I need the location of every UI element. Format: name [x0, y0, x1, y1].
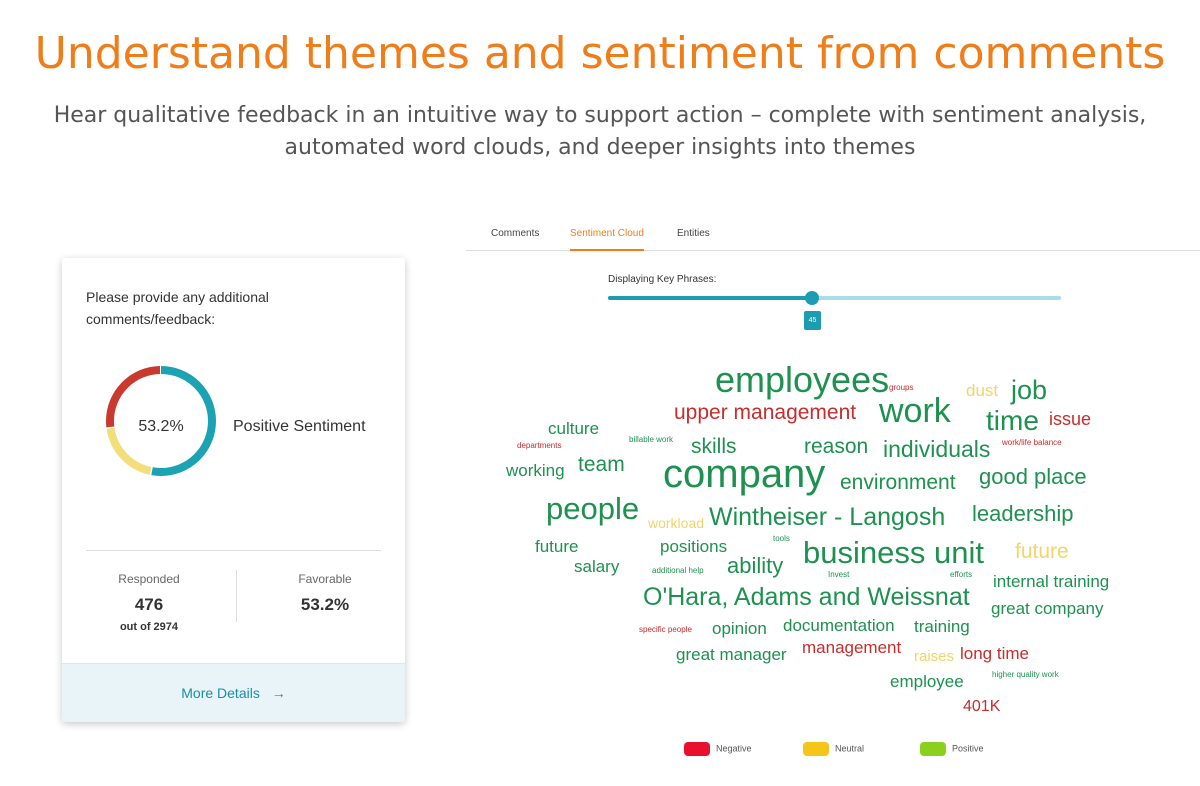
cloud-word[interactable]: documentation — [783, 616, 895, 635]
cloud-word[interactable]: higher quality work — [992, 670, 1059, 679]
cloud-word[interactable]: O'Hara, Adams and Weissnat — [643, 583, 970, 611]
key-phrases-label: Displaying Key Phrases: — [608, 274, 717, 285]
cloud-word[interactable]: working — [506, 461, 565, 480]
cloud-word[interactable]: future — [535, 537, 579, 556]
legend-label: Neutral — [835, 743, 865, 754]
cloud-word[interactable]: good place — [979, 464, 1087, 489]
cloud-word[interactable]: skills — [691, 435, 737, 458]
cloud-word[interactable]: environment — [840, 471, 956, 494]
slider-handle[interactable] — [805, 291, 819, 305]
legend-swatch — [803, 742, 829, 756]
cloud-word[interactable]: specific people — [639, 625, 692, 634]
cloud-word[interactable]: reason — [804, 435, 869, 458]
cloud-word[interactable]: great manager — [676, 645, 787, 664]
cloud-word[interactable]: employee — [890, 672, 964, 691]
legend-label: Positive — [952, 743, 984, 754]
cloud-word[interactable]: groups — [889, 383, 914, 392]
cloud-word[interactable]: team — [578, 453, 625, 476]
cloud-word[interactable]: training — [914, 617, 970, 636]
cloud-word[interactable]: individuals — [883, 436, 991, 462]
card-divider — [86, 550, 381, 551]
cloud-word[interactable]: Wintheiser - Langosh — [709, 503, 946, 531]
responded-stat: Responded 476 out of 2974 — [74, 572, 224, 633]
cloud-word[interactable]: additional help — [652, 566, 704, 575]
cloud-word[interactable]: opinion — [712, 619, 767, 638]
tab-comments[interactable]: Comments — [491, 228, 540, 239]
page-title: Understand themes and sentiment from com… — [34, 28, 1166, 79]
cloud-word[interactable]: billable work — [629, 435, 674, 444]
arrow-right-icon: → — [271, 685, 286, 701]
cloud-word[interactable]: leadership — [972, 501, 1074, 526]
question-text: Please provide any additional comments/f… — [86, 289, 269, 327]
legend-swatch — [684, 742, 710, 756]
cloud-word[interactable]: positions — [660, 537, 728, 556]
cloud-word[interactable]: Invest — [828, 570, 850, 579]
cloud-word[interactable]: culture — [548, 419, 600, 438]
legend-positive: Positive — [920, 742, 984, 756]
cloud-word[interactable]: work/life balance — [1002, 438, 1062, 447]
cloud-word[interactable]: workload — [648, 515, 705, 531]
cloud-word[interactable]: raises — [914, 648, 955, 665]
legend-swatch — [920, 742, 946, 756]
donut-positive-segment — [106, 366, 216, 476]
cloud-word[interactable]: long time — [960, 644, 1029, 663]
cloud-word[interactable]: great company — [991, 599, 1104, 618]
cloud-word[interactable]: dust — [966, 381, 999, 400]
favorable-stat: Favorable 53.2% — [250, 572, 400, 615]
cloud-word[interactable]: 401K — [963, 698, 1001, 715]
cloud-word[interactable]: management — [802, 638, 902, 657]
sentiment-donut — [106, 366, 216, 476]
cloud-word[interactable]: salary — [574, 557, 620, 576]
legend-neutral: Neutral — [803, 742, 864, 756]
slider-track[interactable] — [608, 296, 1061, 300]
cloud-word[interactable]: business unit — [803, 535, 984, 570]
tab-entities[interactable]: Entities — [677, 228, 710, 239]
favorable-label: Favorable — [298, 572, 352, 586]
legend-label: Negative — [716, 743, 752, 754]
cloud-word[interactable]: tools — [773, 534, 790, 543]
more-details-label: More Details — [181, 685, 260, 701]
cloud-word[interactable]: issue — [1049, 409, 1092, 429]
tab-sentiment-cloud[interactable]: Sentiment Cloud — [570, 218, 644, 251]
donut-negative-segment — [106, 366, 216, 476]
slider-value-badge: 45 — [804, 311, 821, 330]
page-subtitle: Hear qualitative feedback in an intuitiv… — [53, 103, 1147, 160]
cloud-word[interactable]: job — [1011, 375, 1048, 405]
cloud-word[interactable]: upper management — [674, 401, 857, 424]
cloud-word[interactable]: efforts — [950, 570, 973, 579]
slider-fill — [608, 296, 812, 300]
stat-divider — [236, 570, 237, 622]
cloud-word[interactable]: work — [879, 392, 951, 430]
cloud-word[interactable]: time — [986, 405, 1039, 436]
cloud-word[interactable]: departments — [517, 441, 562, 450]
donut-center-value: 53.2% — [138, 418, 184, 435]
responded-value: 476 — [134, 595, 164, 614]
cloud-word[interactable]: people — [546, 491, 640, 526]
responded-label: Responded — [118, 572, 180, 586]
responded-total: out of 2974 — [119, 621, 179, 633]
tab-bar: Comments Sentiment Cloud Entities — [466, 218, 1200, 251]
cloud-word[interactable]: employees — [715, 359, 890, 400]
sentiment-card: Please provide any additional comments/f… — [62, 258, 405, 722]
cloud-word[interactable]: internal training — [993, 572, 1110, 591]
favorable-value: 53.2% — [300, 595, 350, 614]
sentiment-label: Positive Sentiment — [233, 418, 366, 435]
cloud-word[interactable]: future — [1015, 540, 1069, 563]
cloud-word[interactable]: company — [663, 452, 826, 496]
legend-negative: Negative — [684, 742, 752, 756]
more-details-button[interactable]: More Details → — [62, 663, 405, 722]
cloud-word[interactable]: ability — [727, 553, 784, 578]
